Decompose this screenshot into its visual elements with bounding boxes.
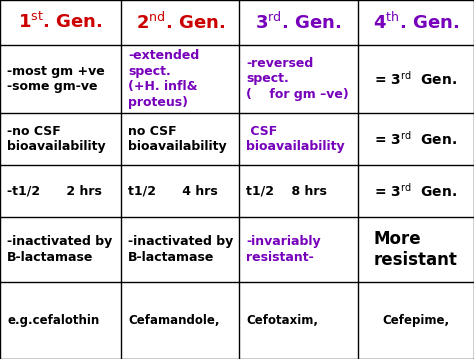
Text: -invariably
resistant-: -invariably resistant- [246,235,321,264]
Text: More
resistant: More resistant [374,230,458,269]
Text: 2$^{\rm nd}$. Gen.: 2$^{\rm nd}$. Gen. [136,12,225,33]
Text: Cefotaxim,: Cefotaxim, [246,314,319,327]
Text: -extended
spect.
(+H. infl&
proteus): -extended spect. (+H. infl& proteus) [128,49,199,109]
Text: t1/2      4 hrs: t1/2 4 hrs [128,185,218,198]
Text: = 3$^{\rm rd}$  Gen.: = 3$^{\rm rd}$ Gen. [374,70,457,88]
Text: CSF
bioavailability: CSF bioavailability [246,125,345,153]
Text: -inactivated by
B-lactamase: -inactivated by B-lactamase [128,235,233,264]
Text: Cefepime,: Cefepime, [383,314,449,327]
Text: -reversed
spect.
(    for gm –ve): -reversed spect. ( for gm –ve) [246,57,349,101]
Text: 3$^{\rm rd}$. Gen.: 3$^{\rm rd}$. Gen. [255,12,342,33]
Text: t1/2    8 hrs: t1/2 8 hrs [246,185,328,198]
Text: 4$^{\rm th}$. Gen.: 4$^{\rm th}$. Gen. [373,12,459,33]
Text: 1$^{\rm st}$. Gen.: 1$^{\rm st}$. Gen. [18,13,103,32]
Text: -t1/2      2 hrs: -t1/2 2 hrs [7,185,102,198]
Text: Cefamandole,: Cefamandole, [128,314,219,327]
Text: e.g.cefalothin: e.g.cefalothin [7,314,100,327]
Text: no CSF
bioavailability: no CSF bioavailability [128,125,227,153]
Text: = 3$^{\rm rd}$  Gen.: = 3$^{\rm rd}$ Gen. [374,182,457,200]
Text: -inactivated by
B-lactamase: -inactivated by B-lactamase [7,235,112,264]
Text: = 3$^{\rm rd}$  Gen.: = 3$^{\rm rd}$ Gen. [374,130,457,148]
Text: -no CSF
bioavailability: -no CSF bioavailability [7,125,106,153]
Text: -most gm +ve
-some gm-ve: -most gm +ve -some gm-ve [7,65,105,93]
